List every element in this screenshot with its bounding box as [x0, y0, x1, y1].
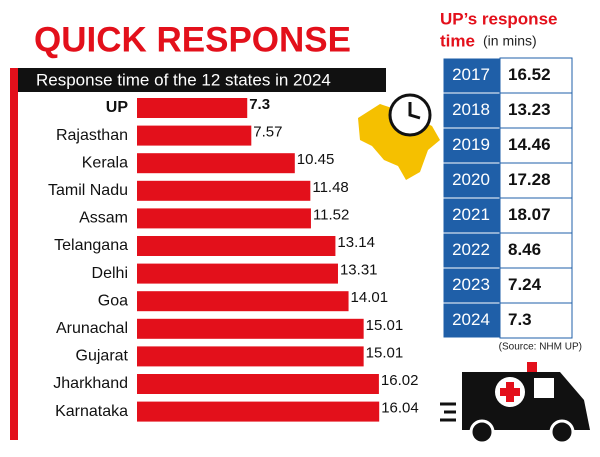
category-label: UP [106, 99, 129, 116]
value-label: 7.3 [249, 96, 270, 113]
value-cell [499, 162, 573, 199]
value-text: 16.52 [508, 65, 551, 84]
year-text: 2024 [452, 310, 490, 329]
year-cell [442, 302, 501, 339]
value-cell [499, 267, 573, 304]
year-cell [442, 197, 501, 234]
year-cell [442, 232, 501, 269]
category-label: Gujarat [76, 348, 129, 365]
value-label: 16.02 [381, 372, 419, 389]
value-text: 8.46 [508, 240, 541, 259]
value-cell [499, 232, 573, 269]
bar [137, 401, 380, 422]
bar [137, 291, 349, 312]
value-label: 7.57 [253, 124, 282, 141]
category-label: Kerala [82, 154, 128, 171]
bar [137, 125, 252, 146]
category-label: Karnataka [55, 403, 128, 420]
chart-title: QUICK RESPONSE [34, 20, 351, 59]
bar [137, 208, 311, 229]
value-label: 16.04 [381, 400, 419, 417]
value-cell [499, 57, 573, 94]
category-label: Arunachal [56, 320, 128, 337]
bar [137, 98, 248, 118]
table-title-line2: time [440, 31, 475, 50]
value-cell [499, 302, 573, 339]
bar [137, 374, 379, 394]
year-text: 2022 [452, 240, 490, 259]
bar [137, 236, 336, 256]
category-label: Assam [79, 210, 128, 227]
clock-hands [408, 102, 421, 120]
category-label: Jharkhand [53, 375, 128, 392]
subtitle-band [18, 68, 386, 92]
category-label: Goa [98, 292, 128, 309]
value-cell [499, 197, 573, 234]
value-text: 13.23 [508, 100, 551, 119]
value-text: 14.46 [508, 135, 551, 154]
year-cell [442, 267, 501, 304]
value-text: 7.3 [508, 310, 532, 329]
table-title: UP’s response [440, 9, 557, 28]
bar [137, 180, 311, 201]
side-stripe [10, 68, 18, 440]
value-label: 13.31 [340, 262, 378, 279]
table-unit: (in mins) [483, 33, 537, 49]
ambulance-icon [440, 362, 590, 445]
value-label: 11.52 [313, 206, 349, 223]
year-text: 2018 [452, 100, 490, 119]
year-text: 2020 [452, 170, 490, 189]
value-text: 17.28 [508, 170, 551, 189]
year-text: 2023 [452, 275, 490, 294]
bar [137, 263, 338, 284]
category-label: Delhi [92, 265, 128, 282]
value-label: 10.45 [297, 151, 335, 168]
category-label: Rajasthan [56, 127, 128, 144]
value-text: 18.07 [508, 205, 551, 224]
value-label: 15.01 [366, 317, 404, 334]
value-label: 14.01 [351, 289, 389, 306]
table-source: (Source: NHM UP) [499, 342, 582, 353]
value-text: 7.24 [508, 275, 542, 294]
bar [137, 318, 364, 339]
year-cell [442, 127, 501, 164]
chart-subtitle: Response time of the 12 states in 2024 [36, 70, 331, 89]
category-label: Tamil Nadu [48, 182, 128, 199]
value-label: 13.14 [337, 234, 375, 251]
bar [137, 346, 364, 367]
value-cell [499, 92, 573, 129]
year-text: 2021 [452, 205, 490, 224]
year-text: 2019 [452, 135, 490, 154]
year-cell [442, 162, 501, 199]
value-label: 15.01 [366, 344, 404, 361]
year-text: 2017 [452, 65, 490, 84]
year-cell [442, 92, 501, 129]
bar [137, 153, 295, 174]
value-label: 11.48 [312, 179, 348, 196]
category-label: Telangana [54, 237, 128, 254]
